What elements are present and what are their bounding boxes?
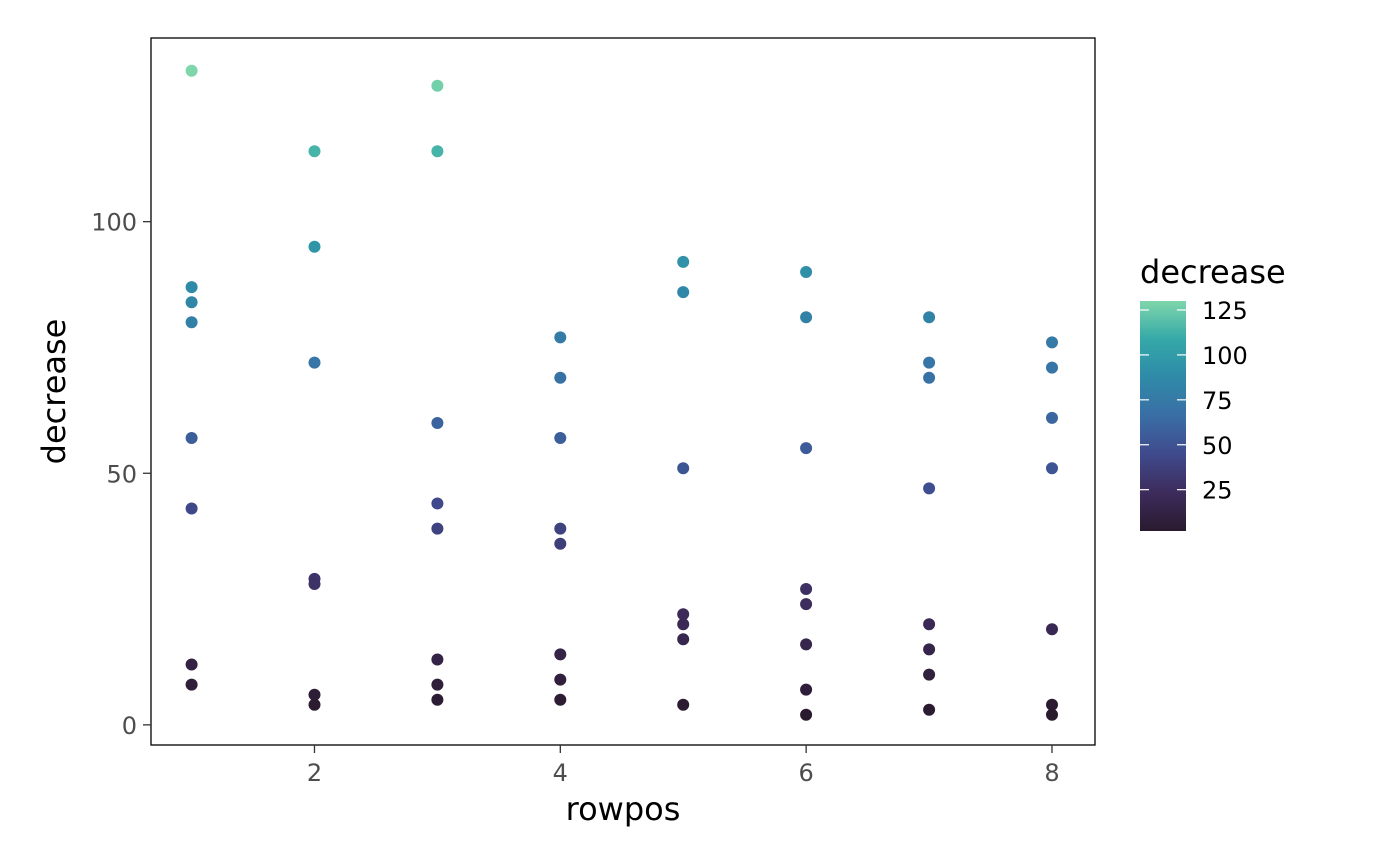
data-point xyxy=(185,678,198,691)
plot-panel-border xyxy=(150,37,1096,746)
data-point xyxy=(554,673,567,686)
data-point xyxy=(185,296,198,309)
data-point xyxy=(677,286,690,299)
data-point xyxy=(554,648,567,661)
data-point xyxy=(431,653,444,666)
data-point xyxy=(677,462,690,475)
legend-colorbar xyxy=(1140,301,1186,531)
data-point xyxy=(800,683,813,696)
y-axis-title: decrease xyxy=(35,319,73,465)
data-point xyxy=(677,608,690,621)
legend-label: 100 xyxy=(1202,342,1248,370)
data-point xyxy=(677,618,690,631)
x-tick-label: 6 xyxy=(799,759,814,787)
data-point xyxy=(554,522,567,535)
data-point xyxy=(800,583,813,595)
data-point xyxy=(800,708,813,721)
data-point xyxy=(185,281,198,294)
data-point xyxy=(677,255,690,268)
data-point xyxy=(431,417,444,429)
data-point xyxy=(185,432,198,444)
x-tick-label: 8 xyxy=(1044,759,1059,787)
legend-label: 125 xyxy=(1202,297,1248,325)
data-point xyxy=(431,522,444,535)
legend-label: 25 xyxy=(1202,477,1233,505)
data-point xyxy=(431,145,444,158)
data-point xyxy=(923,311,936,324)
data-point xyxy=(1046,411,1058,424)
data-point xyxy=(923,643,936,656)
data-point xyxy=(185,502,198,515)
legend-label: 50 xyxy=(1202,432,1233,460)
data-point xyxy=(185,64,198,77)
data-point xyxy=(308,240,321,253)
data-point xyxy=(1046,361,1058,374)
data-point xyxy=(1046,708,1058,721)
data-point xyxy=(677,698,690,711)
data-point xyxy=(431,79,444,92)
data-point xyxy=(923,618,936,631)
y-tick-label: 0 xyxy=(122,712,137,740)
data-point xyxy=(554,693,567,706)
data-point xyxy=(431,678,444,691)
color-legend: decrease 125 100 75 50 25 xyxy=(1140,253,1286,531)
data-point xyxy=(308,698,321,711)
y-tick-label: 50 xyxy=(106,460,137,488)
data-point xyxy=(308,145,321,158)
data-point xyxy=(554,371,567,384)
data-point xyxy=(308,356,321,369)
data-point xyxy=(800,311,813,324)
data-point xyxy=(923,371,936,384)
data-point xyxy=(800,598,813,611)
data-point xyxy=(1046,623,1058,636)
data-point xyxy=(554,432,567,444)
data-point xyxy=(554,331,567,344)
data-point xyxy=(1046,336,1058,349)
x-axis-title: rowpos xyxy=(566,790,681,828)
data-point xyxy=(554,537,567,550)
data-point xyxy=(185,658,198,671)
data-point xyxy=(185,316,198,329)
x-tick-label: 4 xyxy=(553,759,568,787)
data-point xyxy=(431,497,444,510)
data-point xyxy=(1046,462,1058,475)
data-point xyxy=(800,638,813,651)
y-tick-label: 100 xyxy=(91,209,137,237)
data-point xyxy=(308,578,321,590)
points-layer xyxy=(185,64,1058,721)
data-point xyxy=(1046,698,1058,711)
y-axis: 0 50 100 xyxy=(91,209,151,740)
data-point xyxy=(431,693,444,706)
data-point xyxy=(677,633,690,646)
legend-ticks: 125 100 75 50 25 xyxy=(1140,297,1248,505)
data-point xyxy=(923,668,936,681)
legend-label: 75 xyxy=(1202,387,1233,415)
data-point xyxy=(923,703,936,716)
data-point xyxy=(923,482,936,495)
x-axis: 2 4 6 8 xyxy=(307,745,1060,787)
x-tick-label: 2 xyxy=(307,759,322,787)
data-point xyxy=(308,688,321,701)
data-point xyxy=(923,356,936,369)
data-point xyxy=(800,442,813,455)
data-point xyxy=(800,266,813,278)
legend-title: decrease xyxy=(1140,253,1286,291)
